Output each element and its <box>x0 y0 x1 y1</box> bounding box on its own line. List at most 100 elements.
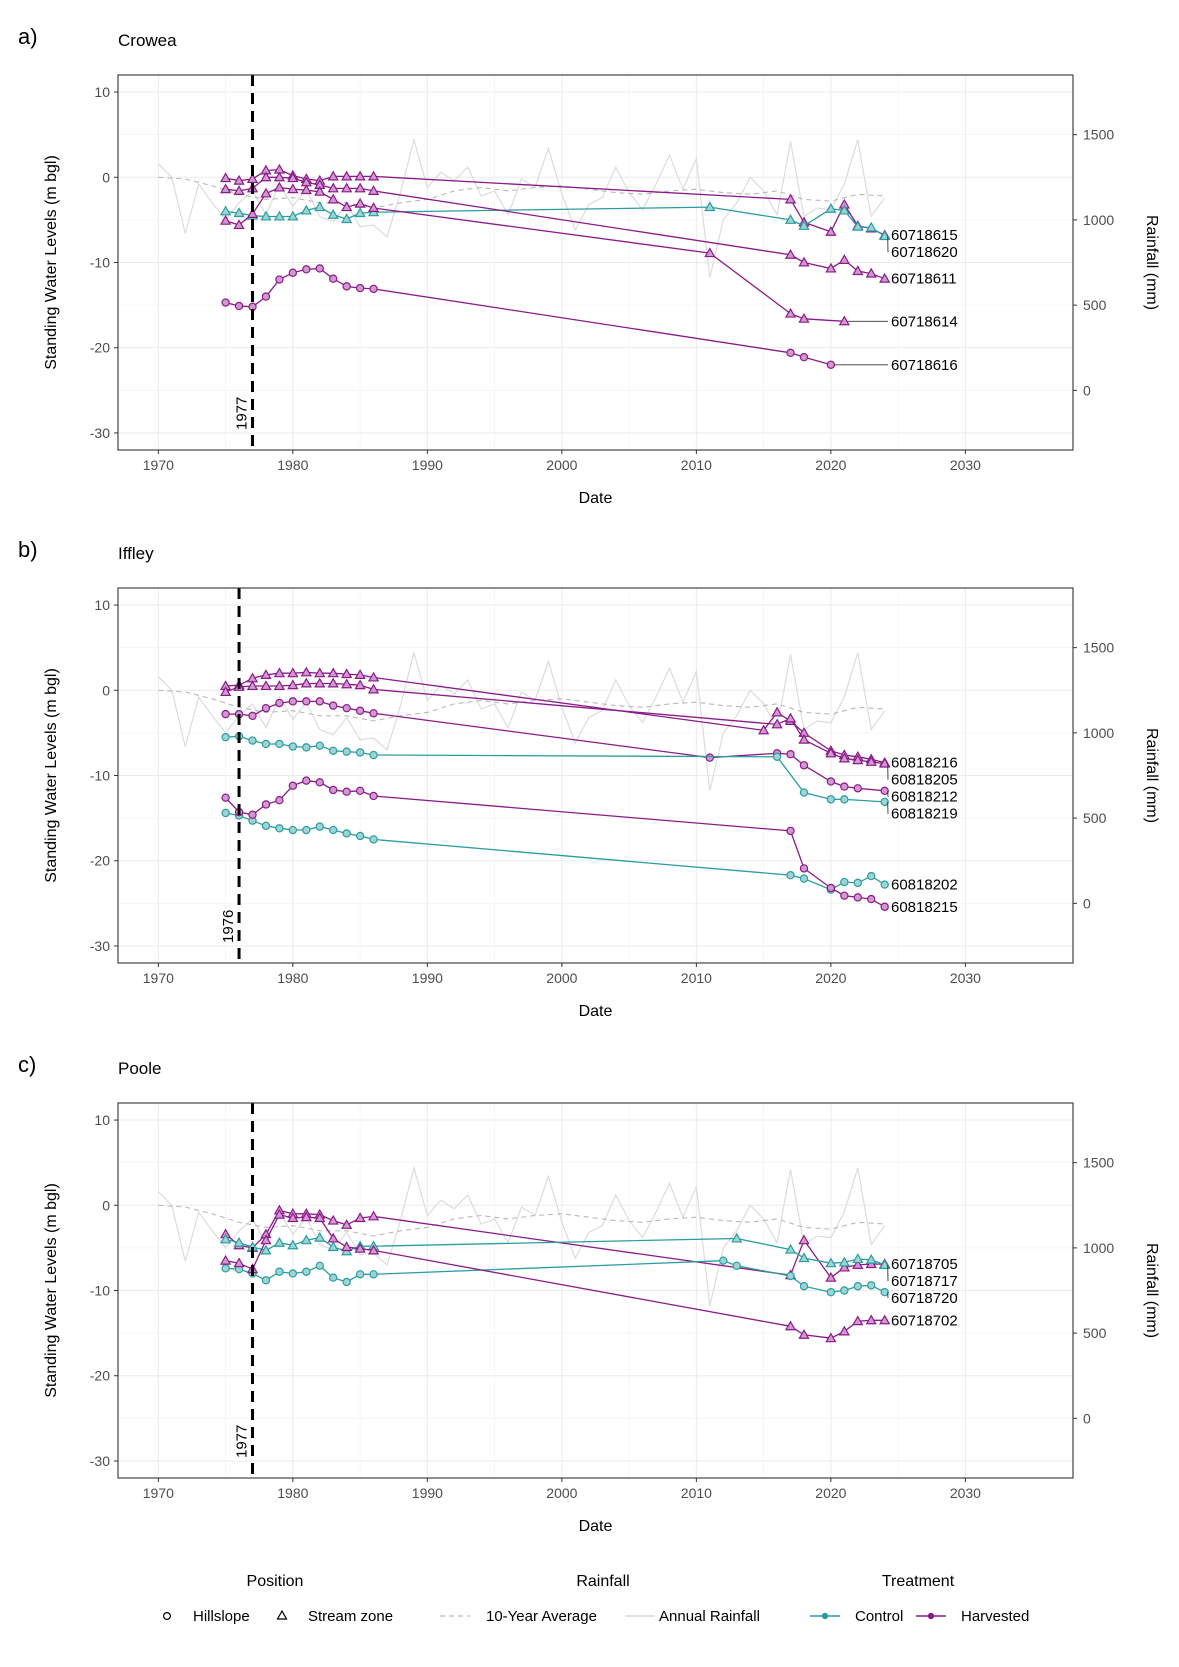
y-tick-label: -10 <box>90 255 110 271</box>
y-tick-label: -20 <box>90 340 110 356</box>
stream-zone-marker <box>219 686 232 697</box>
stream-zone-marker <box>314 1212 326 1223</box>
hillslope-marker <box>853 893 862 902</box>
stream-zone-marker <box>367 1210 380 1221</box>
hillslope-marker <box>853 878 862 888</box>
series-60718702 <box>219 1208 891 1343</box>
hillslope-marker <box>342 282 351 291</box>
stream-zone-marker <box>825 1332 837 1343</box>
stream-zone-marker <box>314 677 326 688</box>
x-tick-label: 2010 <box>681 1485 712 1501</box>
stream-zone-marker <box>273 1208 286 1219</box>
stream-zone-marker <box>287 679 299 690</box>
hillslope-marker <box>288 781 298 790</box>
hillslope-marker <box>329 274 338 283</box>
stream-zone-marker <box>314 201 326 212</box>
stream-zone-marker <box>219 214 232 225</box>
stream-zone-marker <box>327 667 339 678</box>
chart-panel-iffley: b) Iffley19766081821660818205608182126081… <box>18 537 1160 1020</box>
hillslope-marker <box>732 1261 741 1270</box>
hillslope-marker <box>221 808 230 818</box>
hillslope-marker <box>369 835 378 844</box>
x-tick-label: 2030 <box>950 1485 981 1501</box>
hillslope-marker <box>840 1286 849 1295</box>
y2-axis-title: Rainfall (mm) <box>1143 215 1160 310</box>
stream-zone-marker <box>879 1314 891 1325</box>
y2-tick-label: 1000 <box>1083 725 1114 741</box>
hillslope-marker <box>248 736 257 745</box>
hillslope-marker <box>275 1267 284 1276</box>
stream-zone-marker <box>367 671 380 682</box>
stream-zone-marker <box>838 1256 850 1267</box>
stream-zone-marker <box>287 1239 299 1250</box>
series-60718616 <box>221 264 836 369</box>
stream-zone-marker <box>341 201 353 212</box>
hillslope-marker <box>329 746 338 755</box>
hillslope-marker <box>369 1270 378 1279</box>
hillslope-marker <box>248 810 257 819</box>
x-tick-label: 1990 <box>412 457 443 473</box>
hillslope-marker <box>288 697 298 706</box>
series-label: 60818215 <box>891 899 958 916</box>
plot-area <box>157 1165 891 1343</box>
hillslope-marker <box>275 739 284 749</box>
x-axis-title: Date <box>579 1003 613 1020</box>
stream-zone-marker <box>825 226 837 236</box>
hillslope-marker <box>288 825 298 835</box>
y2-tick-label: 1500 <box>1083 1155 1114 1171</box>
stream-zone-marker <box>367 170 380 181</box>
legend-hillslope-label: Hillslope <box>193 1608 250 1625</box>
stream-zone-marker <box>825 747 837 758</box>
ten-year-average-line <box>158 176 885 209</box>
x-tick-label: 1990 <box>412 1485 443 1501</box>
hillslope-marker <box>880 880 889 889</box>
stream-zone-marker <box>219 172 232 183</box>
stream-zone-marker <box>341 678 353 689</box>
hillslope-marker <box>275 275 284 284</box>
hillslope-marker <box>880 786 889 796</box>
legend-title-position: Position <box>247 1573 304 1590</box>
stream-zone-marker <box>879 230 891 241</box>
stream-zone-marker <box>367 185 380 195</box>
y-axis-title: Standing Water Levels (m bgl) <box>43 155 60 370</box>
stream-zone-marker <box>838 315 850 326</box>
hillslope-marker <box>234 301 244 311</box>
series-60818205 <box>219 677 891 768</box>
stream-zone-marker <box>771 718 783 729</box>
hillslope-marker <box>221 298 230 307</box>
series-label: 60718717 <box>891 1273 958 1290</box>
x-tick-label: 1970 <box>143 970 174 986</box>
stream-zone-marker <box>300 666 312 677</box>
series-label: 60718614 <box>891 313 958 330</box>
stream-zone-marker <box>354 207 366 218</box>
stream-zone-marker <box>704 247 716 258</box>
stream-zone-marker <box>260 680 272 691</box>
stream-zone-marker <box>838 254 850 264</box>
stream-zone-marker <box>852 220 864 231</box>
y-axis-title: Standing Water Levels (m bgl) <box>43 1183 60 1398</box>
hillslope-marker <box>275 796 284 805</box>
y2-axis-title: Rainfall (mm) <box>1143 728 1160 823</box>
stream-zone-marker <box>341 1219 353 1229</box>
hillslope-marker <box>826 360 836 369</box>
hillslope-marker <box>329 1273 338 1282</box>
stream-zone-marker <box>367 683 380 694</box>
y-tick-label: 10 <box>94 597 110 613</box>
series-60818212 <box>221 697 889 796</box>
hillslope-marker <box>302 743 311 752</box>
y2-tick-label: 500 <box>1083 1325 1107 1341</box>
x-tick-label: 2010 <box>681 970 712 986</box>
x-tick-label: 2020 <box>815 1485 846 1501</box>
stream-zone-marker <box>341 1241 353 1252</box>
stream-zone-marker <box>865 1314 877 1325</box>
hillslope-marker <box>315 778 324 787</box>
stream-zone-marker <box>354 182 366 193</box>
stream-zone-marker <box>865 221 877 232</box>
series-label: 60718611 <box>891 271 957 288</box>
hillslope-marker <box>772 752 782 761</box>
stream-zone-marker <box>219 205 232 216</box>
hillslope-marker <box>867 871 876 881</box>
x-tick-label: 1980 <box>277 970 308 986</box>
